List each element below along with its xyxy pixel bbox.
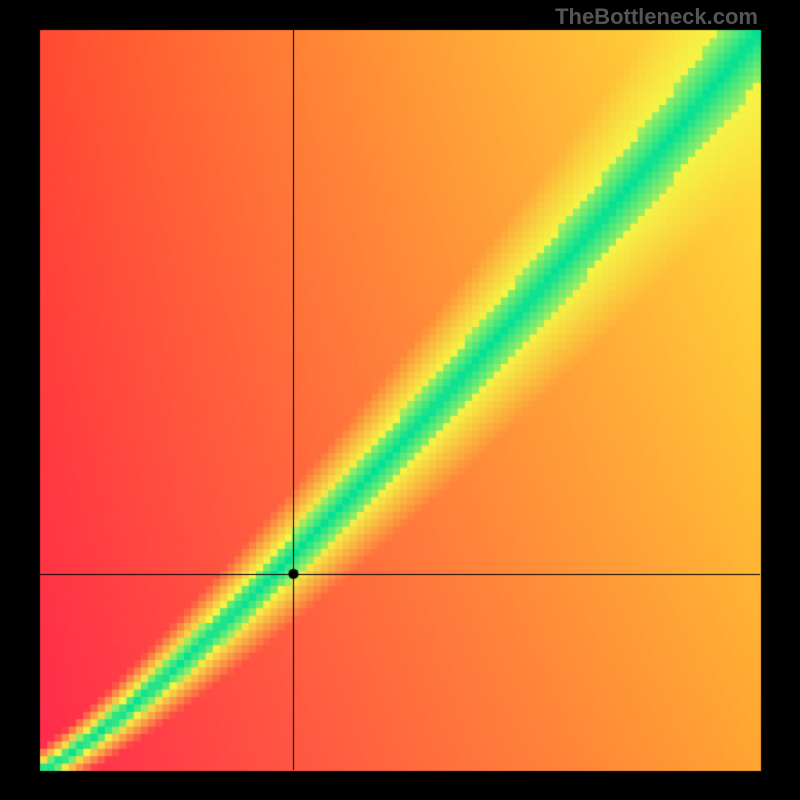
bottleneck-heatmap xyxy=(0,0,800,800)
watermark-text: TheBottleneck.com xyxy=(555,4,758,30)
chart-container: TheBottleneck.com xyxy=(0,0,800,800)
